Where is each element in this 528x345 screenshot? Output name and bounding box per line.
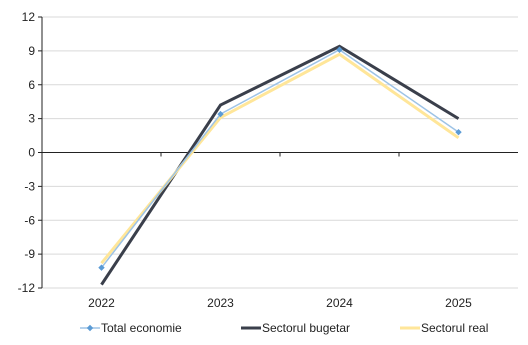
legend-marker [86, 324, 94, 332]
y-tick-label: 3 [28, 112, 35, 126]
data-point [336, 46, 343, 53]
x-tick-label: 2022 [88, 296, 115, 310]
y-tick-label: 0 [28, 146, 35, 160]
series-lines [98, 44, 462, 286]
legend-item: Sectorul real [400, 321, 488, 335]
series-line-sectorul-bugetar [100, 44, 460, 286]
x-tick-labels: 2022 2023 2024 2025 [88, 296, 472, 310]
y-tick-label: -9 [24, 247, 35, 261]
data-point [217, 110, 224, 118]
y-tick-label: -6 [24, 213, 35, 227]
y-tick-label: -3 [24, 179, 35, 193]
axes [38, 16, 518, 289]
x-tick-label: 2024 [326, 296, 353, 310]
data-point [98, 264, 105, 271]
y-tick-label: -12 [18, 281, 36, 295]
y-tick-label: 9 [28, 44, 35, 58]
data-point [455, 128, 462, 136]
legend-item: Total economie [80, 321, 182, 335]
x-tick-label: 2025 [445, 296, 472, 310]
legend-item: Sectorul bugetar [241, 321, 350, 335]
y-tick-labels: 12 9 6 3 0 -3 -6 -9 -12 [18, 10, 36, 295]
y-tick-label: 12 [22, 10, 36, 24]
x-tick-label: 2023 [207, 296, 234, 310]
legend-label: Sectorul real [421, 321, 488, 335]
legend-label: Total economie [101, 321, 182, 335]
legend-label: Sectorul bugetar [262, 321, 350, 335]
series-line-total-economie [100, 48, 459, 269]
legend: Total economie Sectorul bugetar Sectorul r… [80, 321, 488, 335]
y-tick-label: 6 [28, 78, 35, 92]
